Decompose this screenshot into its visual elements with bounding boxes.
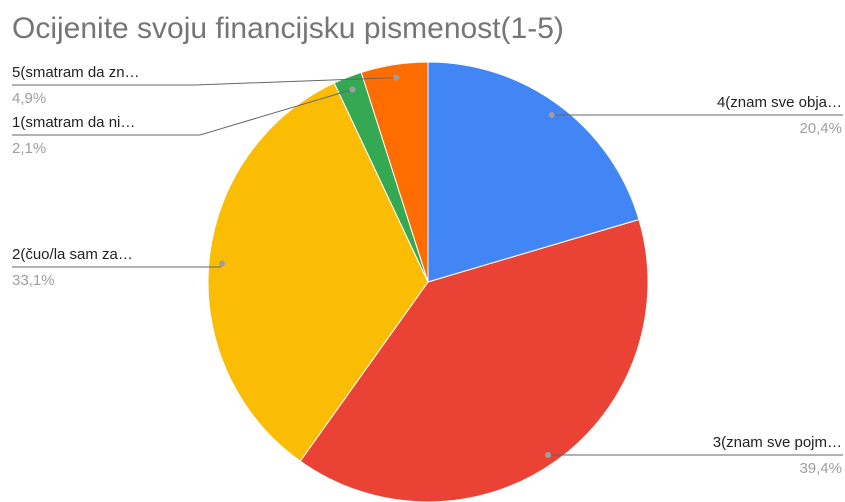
slice-label: 4(znam sve obja…	[717, 94, 842, 111]
slice-value-label: 4,9%	[12, 90, 46, 107]
slice-label: 3(znam sve pojm…	[713, 434, 842, 451]
leader-line	[12, 263, 223, 268]
leader-dot	[393, 74, 400, 81]
slice-value-label: 33,1%	[12, 272, 55, 289]
leader-dot	[545, 452, 552, 458]
leader-dot	[219, 260, 226, 267]
leader-line	[12, 89, 353, 136]
leader-dot	[349, 86, 356, 93]
chart-title: Ocijenite svoju financijsku pismenost(1-…	[12, 12, 564, 45]
slice-label: 5(smatram da zn…	[12, 64, 140, 81]
leader-dot	[548, 112, 555, 118]
pie-slice	[427, 61, 640, 283]
slice-value-label: 2,1%	[12, 140, 46, 157]
pie-slice	[360, 61, 429, 283]
pie-slice	[299, 218, 649, 502]
slice-value-label: 20,4%	[799, 120, 842, 137]
pie-slice	[207, 82, 429, 462]
slice-value-label: 39,4%	[799, 460, 842, 477]
slice-label: 2(čuo/la sam za…	[12, 246, 133, 263]
slice-label: 1(smatram da ni…	[12, 114, 135, 131]
leader-line	[12, 77, 397, 86]
